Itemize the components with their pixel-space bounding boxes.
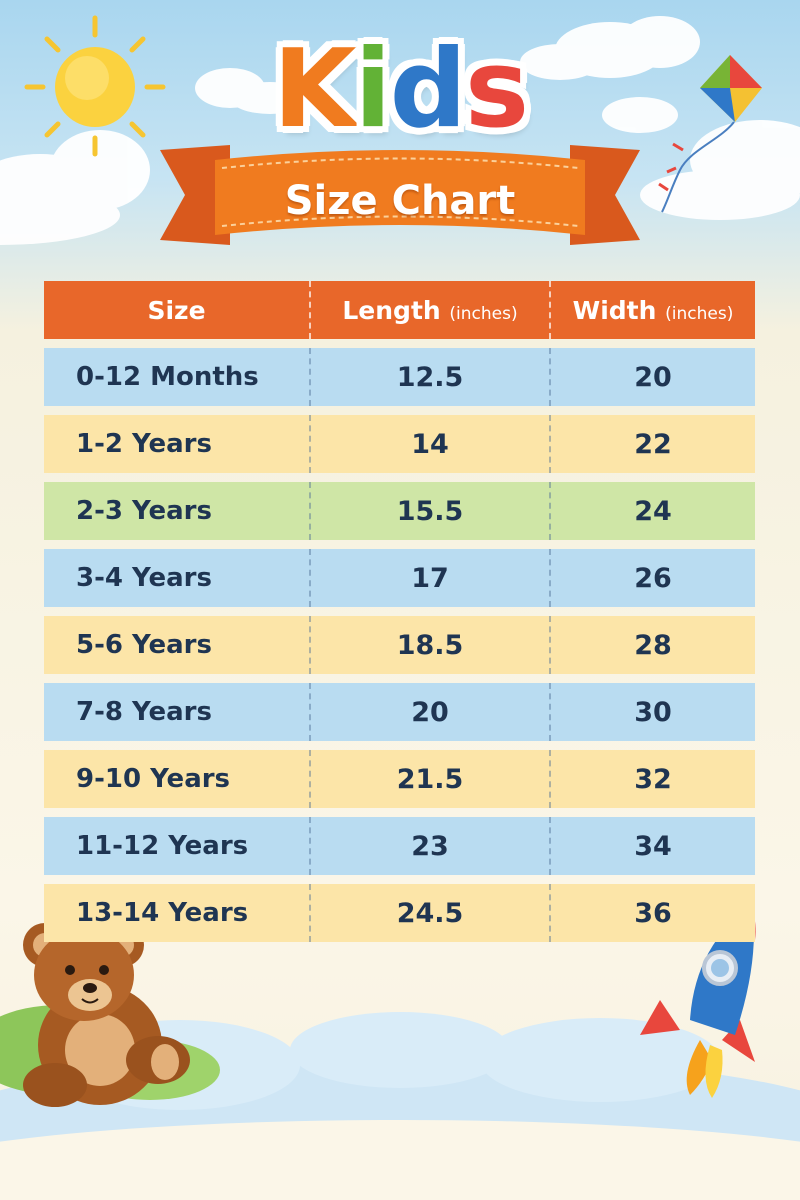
column-header-width: Width (inches) [549, 281, 755, 339]
size-cell: 11-12 Years [44, 817, 309, 875]
width-cell: 24 [549, 482, 755, 540]
width-cell: 34 [549, 817, 755, 875]
subtitle: Size Chart [284, 178, 516, 224]
teddy-bear-icon [23, 923, 190, 1107]
length-cell: 23 [309, 817, 549, 875]
length-cell: 21.5 [309, 750, 549, 808]
table-row: 1-2 Years 14 22 [44, 415, 755, 473]
title: Kids [0, 36, 800, 144]
table-row: 0-12 Months 12.5 20 [44, 348, 755, 406]
width-cell: 32 [549, 750, 755, 808]
length-cell: 17 [309, 549, 549, 607]
kite-icon [658, 55, 762, 213]
size-cell: 13-14 Years [44, 884, 309, 942]
length-cell: 15.5 [309, 482, 549, 540]
table-row: 7-8 Years 20 30 [44, 683, 755, 741]
length-cell: 12.5 [309, 348, 549, 406]
size-cell: 2-3 Years [44, 482, 309, 540]
width-cell: 22 [549, 415, 755, 473]
title-letter: K [272, 27, 357, 152]
table-row: 3-4 Years 17 26 [44, 549, 755, 607]
width-cell: 30 [549, 683, 755, 741]
title-letter: d [389, 27, 467, 152]
size-cell: 5-6 Years [44, 616, 309, 674]
table-row: 2-3 Years 15.5 24 [44, 482, 755, 540]
cloud-icon [0, 16, 800, 245]
kids-title: Kids [273, 36, 529, 144]
table-row: 5-6 Years 18.5 28 [44, 616, 755, 674]
table-row: 13-14 Years 24.5 36 [44, 884, 755, 942]
table-row: 11-12 Years 23 34 [44, 817, 755, 875]
width-cell: 36 [549, 884, 755, 942]
table-row: 9-10 Years 21.5 32 [44, 750, 755, 808]
width-cell: 20 [549, 348, 755, 406]
length-cell: 20 [309, 683, 549, 741]
size-table: Size Length (inches) Width (inches) 0-12… [44, 272, 755, 951]
column-header-length: Length (inches) [309, 281, 549, 339]
length-cell: 14 [309, 415, 549, 473]
sun-icon [24, 15, 166, 157]
ribbon-banner [160, 145, 640, 245]
length-cell: 18.5 [309, 616, 549, 674]
title-letter: s [464, 27, 529, 152]
width-cell: 26 [549, 549, 755, 607]
column-header-size: Size [44, 281, 309, 339]
size-cell: 9-10 Years [44, 750, 309, 808]
size-cell: 1-2 Years [44, 415, 309, 473]
title-letter: i [354, 27, 392, 152]
length-cell: 24.5 [309, 884, 549, 942]
size-cell: 3-4 Years [44, 549, 309, 607]
table-header-row: Size Length (inches) Width (inches) [44, 281, 755, 339]
size-cell: 7-8 Years [44, 683, 309, 741]
width-cell: 28 [549, 616, 755, 674]
size-cell: 0-12 Months [44, 348, 309, 406]
